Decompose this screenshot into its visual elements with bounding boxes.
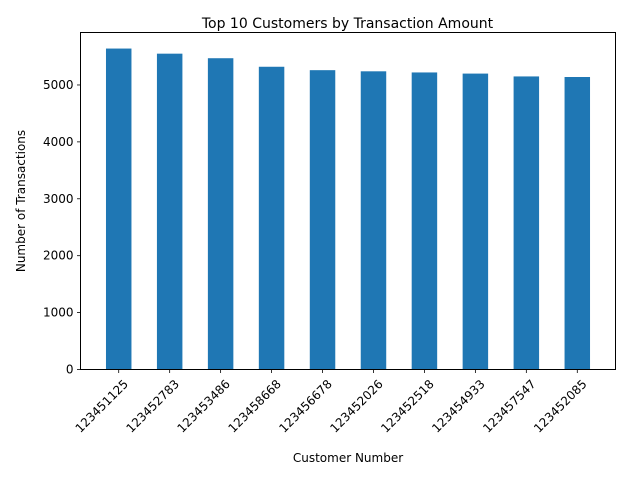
bar-123452026: [360, 71, 387, 370]
x-tick-label: 123451125: [73, 377, 131, 435]
plot-frame: [80, 32, 616, 370]
x-tick-label: 123452026: [327, 377, 385, 435]
chart-title: Top 10 Customers by Transaction Amount: [201, 16, 494, 32]
x-tick-label: 123453486: [174, 377, 232, 435]
x-tick-label: 123454933: [429, 377, 487, 435]
y-tick-label: 0: [66, 363, 74, 377]
bar-123451125: [105, 48, 132, 370]
x-tick-label: 123452085: [531, 377, 589, 435]
bar-123452085: [564, 77, 591, 370]
bar-123453486: [207, 58, 234, 370]
bar-123458668: [258, 66, 285, 370]
x-axis-label: Customer Number: [293, 451, 403, 465]
bar-123452783: [156, 53, 183, 370]
bar-123454933: [462, 73, 489, 370]
y-tick-label: 3000: [43, 192, 74, 206]
y-tick-label: 4000: [43, 135, 74, 149]
bar-123452518: [411, 72, 438, 370]
x-tick-label: 123458668: [225, 377, 283, 435]
y-tick-label: 1000: [43, 306, 74, 320]
x-tick-label: 123452518: [378, 377, 436, 435]
bars-layer: [105, 48, 591, 370]
bar-123456678: [309, 70, 336, 370]
x-tick-label: 123452783: [124, 377, 182, 435]
y-tick-label: 5000: [43, 78, 74, 92]
y-axis: 0 1000 2000 3000 4000 5000: [43, 78, 81, 377]
x-axis: 1234511251234527831234534861234586681234…: [73, 369, 590, 435]
y-axis-label: Number of Transactions: [14, 130, 28, 272]
bar-123457547: [513, 76, 540, 370]
x-tick-label: 123457547: [480, 377, 538, 435]
x-tick-label: 123456678: [276, 377, 334, 435]
y-tick-label: 2000: [43, 249, 74, 263]
